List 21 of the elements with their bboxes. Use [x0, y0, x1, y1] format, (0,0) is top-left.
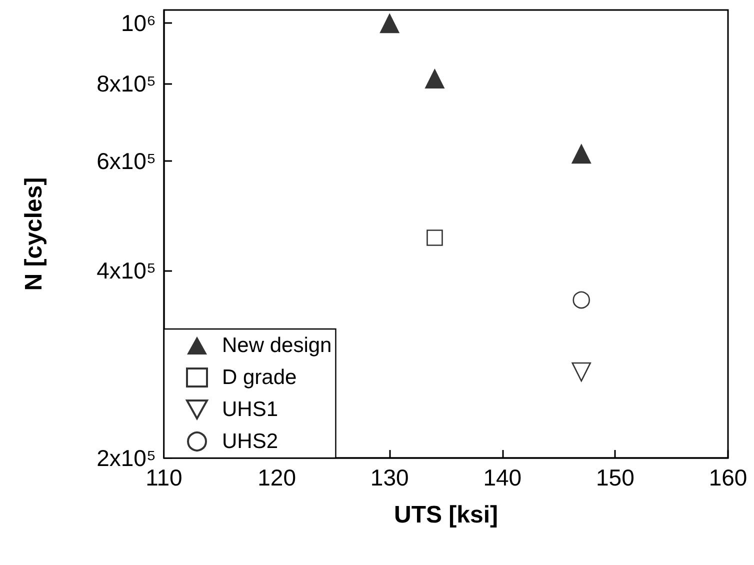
point	[572, 291, 590, 309]
y-tick-label: 4x10⁵	[96, 258, 156, 284]
x-axis-title: UTS [ksi]	[394, 502, 498, 528]
x-tick-label: 140	[483, 464, 522, 490]
point	[380, 13, 400, 34]
y-tick-label: 6x10⁵	[96, 148, 156, 174]
legend-label: UHS2	[222, 430, 278, 453]
x-tick-label: 120	[258, 464, 296, 490]
legend-label: New design	[222, 334, 332, 357]
legend-label: D grade	[222, 366, 297, 389]
point	[572, 362, 592, 382]
point	[424, 68, 445, 88]
y-tick-label: 8x10⁵	[96, 70, 156, 96]
point	[571, 144, 592, 164]
x-tick-label: 130	[370, 464, 409, 490]
x-tick-label: 150	[596, 464, 634, 490]
y-axis-title: N [cycles]	[20, 177, 48, 291]
x-tick-label: 160	[708, 464, 748, 490]
point	[426, 230, 443, 246]
y-tick-label: 10⁶	[120, 10, 156, 36]
legend-label: UHS1	[222, 398, 278, 421]
